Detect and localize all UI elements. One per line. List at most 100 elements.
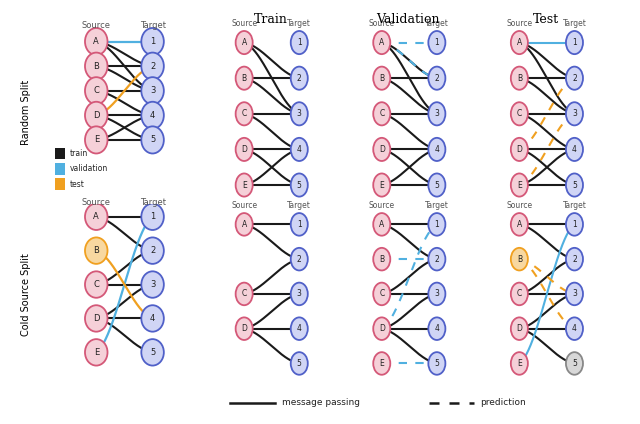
Circle shape (85, 237, 108, 264)
Text: C: C (516, 290, 522, 298)
Text: A: A (379, 38, 385, 47)
Circle shape (291, 352, 308, 375)
Circle shape (428, 213, 445, 236)
Circle shape (236, 318, 253, 340)
Text: C: C (379, 109, 385, 118)
Text: Cold Source Split: Cold Source Split (20, 253, 31, 336)
Text: 3: 3 (150, 280, 156, 289)
Text: prediction: prediction (480, 398, 525, 407)
Text: 1: 1 (435, 220, 439, 229)
Circle shape (511, 318, 528, 340)
Text: A: A (93, 212, 99, 221)
Text: 2: 2 (435, 255, 439, 264)
Text: Target: Target (140, 198, 166, 207)
Text: B: B (93, 246, 99, 255)
Circle shape (236, 102, 253, 126)
Text: E: E (93, 135, 99, 145)
Circle shape (373, 213, 390, 236)
Text: message passing: message passing (282, 398, 360, 407)
Text: Target: Target (287, 201, 311, 210)
Circle shape (566, 283, 583, 305)
Circle shape (291, 138, 308, 161)
Text: 5: 5 (297, 181, 301, 190)
Text: Validation: Validation (376, 13, 440, 26)
Text: 2: 2 (572, 255, 577, 264)
Bar (56, 163, 65, 175)
Text: Target: Target (563, 20, 586, 28)
Text: Source: Source (369, 20, 395, 28)
Text: 3: 3 (150, 86, 156, 95)
Circle shape (373, 31, 390, 54)
Text: 2: 2 (150, 246, 156, 255)
Text: B: B (379, 74, 385, 83)
Circle shape (85, 339, 108, 365)
Text: Test: Test (532, 13, 559, 26)
Text: C: C (516, 109, 522, 118)
Text: A: A (241, 38, 247, 47)
Bar (56, 178, 65, 190)
Text: A: A (93, 37, 99, 46)
Text: 4: 4 (435, 324, 439, 333)
Text: 2: 2 (297, 74, 301, 83)
Circle shape (428, 67, 445, 90)
Text: Source: Source (231, 201, 257, 210)
Text: A: A (241, 220, 247, 229)
Text: D: D (379, 324, 385, 333)
Circle shape (141, 237, 164, 264)
Circle shape (85, 53, 108, 80)
Circle shape (141, 271, 164, 298)
Text: B: B (93, 61, 99, 71)
Text: D: D (379, 145, 385, 154)
Circle shape (291, 102, 308, 126)
Circle shape (428, 173, 445, 197)
Text: Target: Target (287, 20, 311, 28)
Text: E: E (380, 359, 384, 368)
Circle shape (236, 213, 253, 236)
Text: B: B (516, 255, 522, 264)
Text: 5: 5 (435, 359, 439, 368)
Circle shape (428, 283, 445, 305)
Circle shape (373, 173, 390, 197)
Text: 4: 4 (572, 324, 577, 333)
Circle shape (291, 283, 308, 305)
Text: 1: 1 (297, 38, 301, 47)
Text: 3: 3 (435, 109, 439, 118)
Text: 4: 4 (297, 145, 301, 154)
Circle shape (236, 31, 253, 54)
Text: E: E (517, 359, 522, 368)
Circle shape (85, 102, 108, 129)
Circle shape (85, 271, 108, 298)
Text: 4: 4 (435, 145, 439, 154)
Text: 1: 1 (150, 37, 156, 46)
Text: E: E (517, 181, 522, 190)
Text: Random Split: Random Split (20, 80, 31, 145)
Text: 1: 1 (435, 38, 439, 47)
Text: Source: Source (506, 20, 532, 28)
Circle shape (373, 138, 390, 161)
Text: train: train (70, 149, 88, 158)
Text: Train: Train (253, 13, 287, 26)
Text: E: E (242, 181, 246, 190)
Circle shape (85, 28, 108, 55)
Bar (56, 148, 65, 159)
Circle shape (236, 67, 253, 90)
Text: Source: Source (231, 20, 257, 28)
Text: 4: 4 (572, 145, 577, 154)
Circle shape (291, 248, 308, 271)
Text: 5: 5 (150, 135, 156, 145)
Text: test: test (70, 179, 84, 189)
Circle shape (511, 173, 528, 197)
Circle shape (291, 31, 308, 54)
Text: Source: Source (82, 21, 111, 30)
Circle shape (428, 352, 445, 375)
Text: C: C (93, 86, 99, 95)
Circle shape (85, 77, 108, 104)
Text: 5: 5 (150, 348, 156, 357)
Circle shape (373, 67, 390, 90)
Circle shape (141, 102, 164, 129)
Circle shape (566, 173, 583, 197)
Text: 1: 1 (297, 220, 301, 229)
Text: D: D (93, 111, 99, 120)
Circle shape (511, 67, 528, 90)
Circle shape (566, 352, 583, 375)
